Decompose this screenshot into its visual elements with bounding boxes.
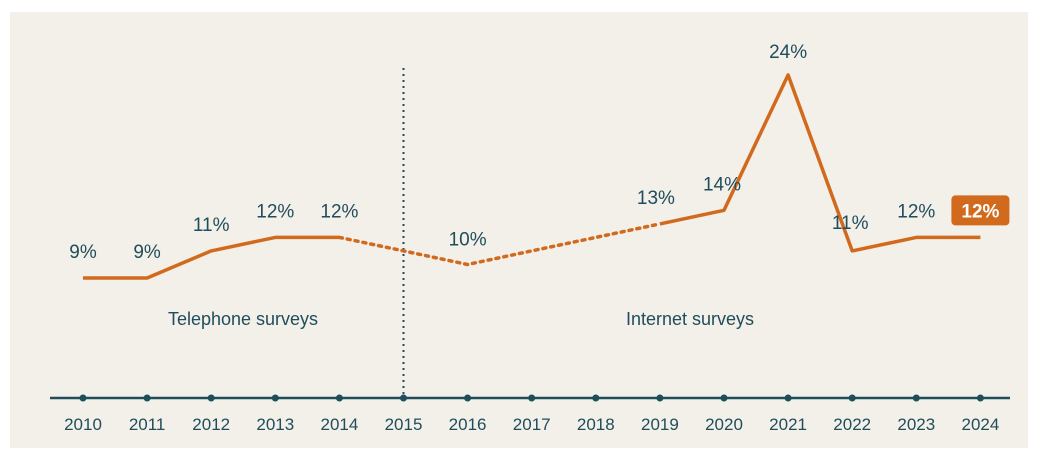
chart-panel bbox=[10, 12, 1028, 448]
data-label: 13% bbox=[637, 188, 675, 209]
x-tick-label: 2017 bbox=[513, 415, 551, 434]
x-tick-label: 2014 bbox=[320, 415, 358, 434]
x-tick-dot bbox=[79, 394, 87, 402]
data-label: 14% bbox=[703, 174, 741, 195]
x-tick-dot bbox=[528, 394, 536, 402]
x-tick-dot bbox=[784, 394, 792, 402]
x-tick-label: 2023 bbox=[897, 415, 935, 434]
x-tick-dot bbox=[143, 394, 151, 402]
x-tick-label: 2022 bbox=[833, 415, 871, 434]
data-label: 12% bbox=[320, 201, 358, 222]
data-label: 10% bbox=[449, 229, 487, 250]
data-label: 24% bbox=[769, 42, 807, 63]
segment-label-telephone: Telephone surveys bbox=[168, 309, 318, 329]
x-tick-label: 2016 bbox=[449, 415, 487, 434]
x-tick-dot bbox=[271, 394, 279, 402]
x-tick-dot bbox=[592, 394, 600, 402]
x-tick-dot bbox=[207, 394, 215, 402]
data-label: 11% bbox=[832, 213, 869, 234]
data-label: 9% bbox=[133, 242, 161, 263]
x-tick-label: 2021 bbox=[769, 415, 807, 434]
highlight-badge bbox=[951, 195, 1010, 226]
highlight-last-value: 12% bbox=[951, 195, 1010, 226]
x-tick-dot bbox=[464, 394, 472, 402]
x-tick-dot bbox=[656, 394, 664, 402]
x-tick-label: 2024 bbox=[961, 415, 999, 434]
data-label: 12% bbox=[256, 201, 294, 222]
x-tick-dot bbox=[848, 394, 856, 402]
data-label: 11% bbox=[193, 215, 230, 236]
x-tick-label: 2010 bbox=[64, 415, 102, 434]
data-label: 12% bbox=[897, 201, 935, 222]
x-tick-label: 2012 bbox=[192, 415, 230, 434]
x-tick-label: 2013 bbox=[256, 415, 294, 434]
x-tick-label: 2015 bbox=[385, 415, 423, 434]
series-line-telephone-surveys bbox=[83, 235, 340, 280]
x-tick-dot bbox=[335, 394, 343, 402]
x-tick-dot bbox=[976, 394, 984, 402]
data-label: 12% bbox=[961, 201, 999, 222]
x-tick-dot bbox=[720, 394, 728, 402]
series-line-internet-surveys bbox=[659, 73, 981, 253]
x-tick-label: 2019 bbox=[641, 415, 679, 434]
x-tick-label: 2020 bbox=[705, 415, 743, 434]
x-tick-label: 2018 bbox=[577, 415, 615, 434]
segment-label-internet: Internet surveys bbox=[626, 309, 754, 329]
series-line-transition bbox=[337, 222, 662, 267]
x-tick-dot bbox=[400, 394, 407, 402]
data-label: 9% bbox=[69, 242, 97, 263]
x-tick-dot bbox=[912, 394, 920, 402]
x-tick-label: 2011 bbox=[129, 415, 166, 434]
